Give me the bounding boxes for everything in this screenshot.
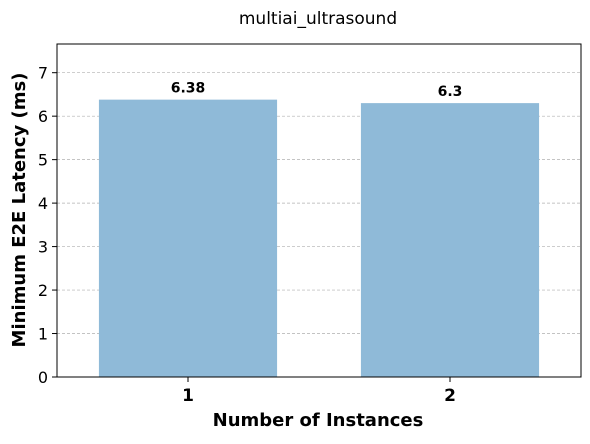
x-axis-label: Number of Instances xyxy=(213,410,424,431)
y-tick-label: 4 xyxy=(38,194,48,213)
bars xyxy=(98,99,540,378)
y-tick-label: 7 xyxy=(38,64,48,83)
plot-frame xyxy=(56,43,582,378)
chart-title: multiai_ultrasound xyxy=(239,9,397,29)
y-tick-label: 0 xyxy=(38,368,48,387)
y-tick-label: 1 xyxy=(38,325,48,344)
y-tick-label: 2 xyxy=(38,281,48,300)
bar-1 xyxy=(98,99,278,378)
x-tick-label: 2 xyxy=(444,386,456,406)
y-axis-label: Minimum E2E Latency (ms) xyxy=(9,73,30,348)
y-tick-label: 3 xyxy=(38,238,48,257)
x-tick-label: 1 xyxy=(182,386,194,406)
y-tick-label: 5 xyxy=(38,151,48,170)
value-labels: 6.38 6.3 xyxy=(171,81,463,100)
value-label: 6.3 xyxy=(438,84,463,100)
y-tick-label: 6 xyxy=(38,107,48,126)
y-axis: 0 1 2 3 4 5 6 7 xyxy=(38,64,57,387)
bar-2 xyxy=(360,103,540,378)
value-label: 6.38 xyxy=(171,81,206,97)
